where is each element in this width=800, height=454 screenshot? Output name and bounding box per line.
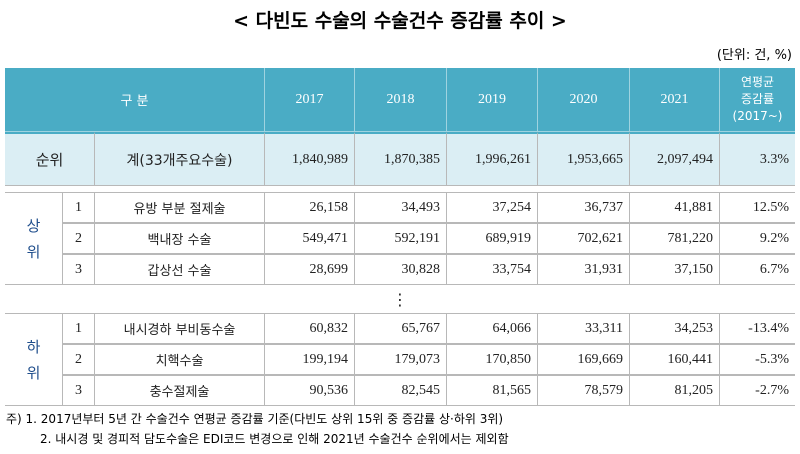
count: 65,767 xyxy=(355,313,447,344)
total-value: 1,953,665 xyxy=(538,132,630,186)
count: 78,579 xyxy=(538,375,630,406)
rank: 2 xyxy=(63,344,95,375)
surgery-name: 충수절제술 xyxy=(95,375,265,406)
count: 199,194 xyxy=(265,344,355,375)
count: 26,158 xyxy=(265,192,355,223)
group-label-char: 하 xyxy=(26,337,41,356)
count: 179,073 xyxy=(355,344,447,375)
total-cagr: 3.3% xyxy=(720,132,795,186)
cagr: -2.7% xyxy=(720,375,795,406)
total-value: 1,870,385 xyxy=(355,132,447,186)
count: 81,205 xyxy=(630,375,720,406)
group-label-char: 상 xyxy=(26,216,41,235)
cagr: -5.3% xyxy=(720,344,795,375)
header-cagr-line: 연평균 xyxy=(740,75,775,89)
count: 30,828 xyxy=(355,254,447,285)
note: 2. 내시경 및 경피적 담도수술은 EDI코드 변경으로 인해 2021년 수… xyxy=(40,432,509,446)
count: 169,669 xyxy=(538,344,630,375)
count: 31,931 xyxy=(538,254,630,285)
count: 41,881 xyxy=(630,192,720,223)
count: 37,150 xyxy=(630,254,720,285)
total-value: 1,996,261 xyxy=(447,132,538,186)
count: 28,699 xyxy=(265,254,355,285)
group-label-char: 위 xyxy=(26,363,41,382)
count: 781,220 xyxy=(630,223,720,254)
count: 36,737 xyxy=(538,192,630,223)
surgery-name: 유방 부분 절제술 xyxy=(95,192,265,223)
rank: 3 xyxy=(63,375,95,406)
total-name: 계(33개주요수술) xyxy=(95,132,265,186)
surgery-name: 갑상선 수술 xyxy=(95,254,265,285)
title: < 다빈도 수술의 수술건수 증감률 추이 > xyxy=(233,10,567,32)
header-year: 2018 xyxy=(355,68,447,132)
count: 82,545 xyxy=(355,375,447,406)
count: 37,254 xyxy=(447,192,538,223)
header-cagr-line: 증감률 xyxy=(740,92,775,106)
rank: 1 xyxy=(63,313,95,344)
header-year: 2020 xyxy=(538,68,630,132)
group-label-char: 위 xyxy=(26,242,41,261)
surgery-name: 치핵수술 xyxy=(95,344,265,375)
total-label: 순위 xyxy=(5,132,95,186)
ellipsis: ⋮ xyxy=(392,289,408,309)
cagr: 9.2% xyxy=(720,223,795,254)
count: 160,441 xyxy=(630,344,720,375)
count: 34,253 xyxy=(630,313,720,344)
rank: 1 xyxy=(63,192,95,223)
total-value: 1,840,989 xyxy=(265,132,355,186)
rank: 3 xyxy=(63,254,95,285)
cagr: 12.5% xyxy=(720,192,795,223)
count: 90,536 xyxy=(265,375,355,406)
count: 81,565 xyxy=(447,375,538,406)
total-value: 2,097,494 xyxy=(630,132,720,186)
header-label: 구 분 xyxy=(5,68,265,132)
count: 170,850 xyxy=(447,344,538,375)
count: 549,471 xyxy=(265,223,355,254)
cagr: 6.7% xyxy=(720,254,795,285)
count: 33,311 xyxy=(538,313,630,344)
header-year: 2021 xyxy=(630,68,720,132)
header-year: 2019 xyxy=(447,68,538,132)
rank: 2 xyxy=(63,223,95,254)
count: 592,191 xyxy=(355,223,447,254)
count: 702,621 xyxy=(538,223,630,254)
surgery-name: 내시경하 부비동수술 xyxy=(95,313,265,344)
count: 689,919 xyxy=(447,223,538,254)
cagr: -13.4% xyxy=(720,313,795,344)
note: 주) 1. 2017년부터 5년 간 수술건수 연평균 증감률 기준(다빈도 상… xyxy=(6,412,504,426)
count: 64,066 xyxy=(447,313,538,344)
surgery-name: 백내장 수술 xyxy=(95,223,265,254)
header-year: 2017 xyxy=(265,68,355,132)
count: 33,754 xyxy=(447,254,538,285)
count: 34,493 xyxy=(355,192,447,223)
count: 60,832 xyxy=(265,313,355,344)
header-cagr-line: (2017~) xyxy=(732,109,783,123)
unit: (단위: 건, %) xyxy=(716,48,792,63)
